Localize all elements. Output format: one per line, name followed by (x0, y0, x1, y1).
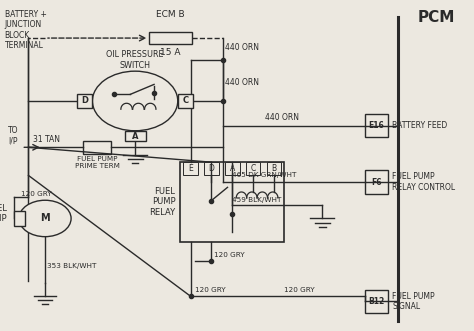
Text: 465 DK GRN/WHT: 465 DK GRN/WHT (232, 172, 297, 178)
Bar (365, 170, 388, 194)
Text: FUEL PUMP
PRIME TERM: FUEL PUMP PRIME TERM (75, 156, 119, 168)
Text: 353 BLK/WHT: 353 BLK/WHT (47, 263, 97, 269)
Text: FUEL PUMP
SIGNAL: FUEL PUMP SIGNAL (392, 292, 435, 311)
Text: A: A (229, 164, 235, 173)
Text: 31 TAN: 31 TAN (33, 135, 60, 144)
Text: 120 GRY: 120 GRY (21, 191, 52, 197)
Text: M: M (40, 213, 50, 223)
Text: FUEL
PUMP: FUEL PUMP (0, 204, 7, 223)
Text: BATTERY FEED: BATTERY FEED (392, 121, 448, 130)
Text: ECM B: ECM B (156, 10, 185, 20)
Text: D: D (209, 164, 214, 173)
Text: BATTERY +
JUNCTION
BLOCK
TERMINAL: BATTERY + JUNCTION BLOCK TERMINAL (5, 10, 46, 50)
Text: C: C (250, 164, 256, 173)
Text: 15 A: 15 A (160, 48, 181, 57)
Bar (365, 114, 388, 137)
Bar (125, 131, 146, 141)
Text: PCM: PCM (418, 10, 455, 25)
Text: F6: F6 (371, 177, 382, 187)
Text: E16: E16 (368, 121, 384, 130)
Text: 120 GRY: 120 GRY (195, 287, 226, 293)
Text: 120 GRY: 120 GRY (284, 287, 315, 293)
Bar (14, 211, 25, 226)
Text: 440 ORN: 440 ORN (225, 78, 259, 87)
Bar (83, 141, 111, 154)
Text: C: C (182, 96, 188, 106)
Text: TO
I/P: TO I/P (8, 126, 18, 146)
Bar (365, 290, 388, 313)
Bar (204, 162, 219, 175)
Text: FUEL PUMP
RELAY CONTROL: FUEL PUMP RELAY CONTROL (392, 172, 456, 192)
Bar (267, 162, 281, 175)
Text: 120 GRY: 120 GRY (214, 252, 245, 258)
Text: OIL PRESSURE
SWITCH: OIL PRESSURE SWITCH (106, 50, 164, 70)
Text: E: E (188, 164, 193, 173)
Text: 440 ORN: 440 ORN (225, 43, 259, 53)
Bar (225, 162, 239, 175)
Bar (180, 162, 284, 242)
Bar (149, 32, 192, 44)
Bar (183, 162, 198, 175)
Circle shape (19, 200, 71, 237)
Text: B12: B12 (368, 297, 384, 306)
Circle shape (92, 71, 178, 131)
Bar (246, 162, 260, 175)
Text: B: B (272, 164, 276, 173)
Text: D: D (82, 96, 88, 106)
Text: A: A (132, 131, 138, 141)
Text: 459 BLK/WHT: 459 BLK/WHT (232, 197, 282, 203)
Bar (178, 94, 193, 108)
Text: 440 ORN: 440 ORN (265, 114, 300, 122)
Bar (77, 94, 92, 108)
Text: FUEL
PUMP
RELAY: FUEL PUMP RELAY (149, 187, 175, 217)
